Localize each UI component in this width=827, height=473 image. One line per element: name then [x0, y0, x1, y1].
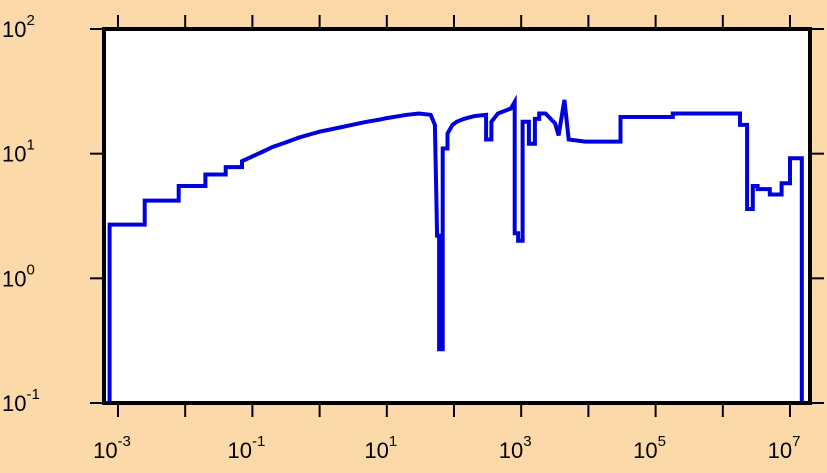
y-axis: 10-1 100 101 102 — [2, 12, 824, 416]
plot-frame — [102, 27, 812, 405]
x-tick-label: 103 — [499, 433, 532, 463]
plot-area — [104, 29, 810, 403]
x-tick-label: 105 — [633, 433, 666, 463]
x-tick-label: 10-3 — [93, 433, 131, 463]
x-tick-label: 101 — [364, 433, 397, 463]
series-line — [107, 94, 804, 403]
y-tick-label: 100 — [2, 261, 35, 291]
x-tick-label: 107 — [768, 433, 801, 463]
x-tick-label: 10-1 — [227, 433, 265, 463]
y-tick-label: 101 — [2, 137, 35, 167]
x-axis: 10-3 10-1 101 103 105 107 — [93, 15, 800, 463]
y-tick-label: 10-1 — [2, 386, 40, 416]
y-tick-label: 102 — [2, 12, 35, 42]
